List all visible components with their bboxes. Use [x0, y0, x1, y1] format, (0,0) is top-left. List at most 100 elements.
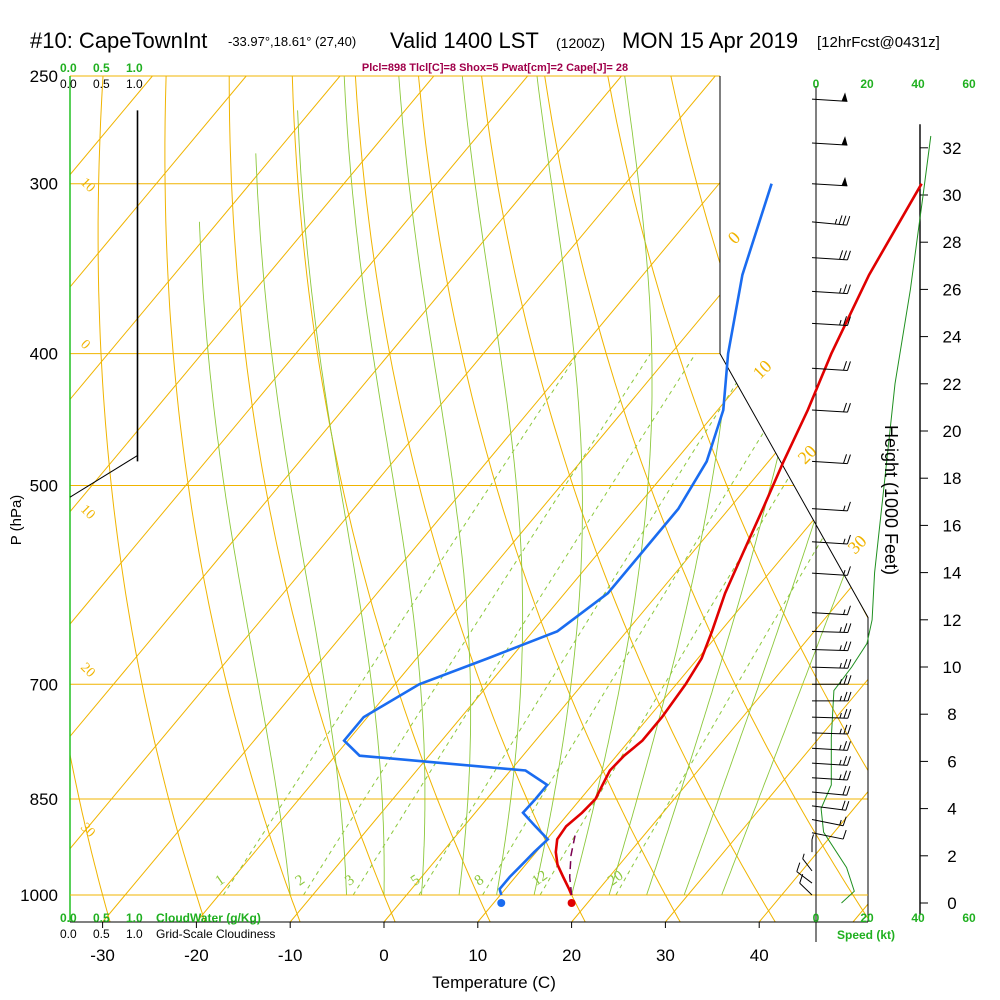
- height-tick-label: 18: [943, 469, 962, 488]
- isotherm-line: [70, 76, 341, 922]
- x-tick-label: 40: [750, 946, 769, 965]
- wind-barb: [811, 740, 851, 751]
- wind-barb: [811, 250, 851, 261]
- x-tick-label: 20: [562, 946, 581, 965]
- wind-barb: [802, 853, 813, 872]
- grid-value-label: 10: [77, 502, 98, 523]
- height-tick-label: 26: [943, 280, 962, 299]
- height-tick-label: 30: [943, 186, 962, 205]
- height-tick-label: 8: [947, 705, 956, 724]
- temperature-line: [554, 183, 923, 896]
- mixing-ratio-label: 5: [408, 872, 423, 889]
- dewpoint-line: [342, 183, 773, 896]
- mixing-ratio-line: [482, 353, 813, 896]
- wind-speed-tick-label: 0: [813, 911, 820, 925]
- y-axis-label: P (hPa): [8, 495, 25, 546]
- wind-speed-tick-label: 40: [911, 911, 925, 925]
- wind-speed-tick-label: 20: [860, 911, 874, 925]
- height-tick-label: 12: [943, 611, 962, 630]
- isotherm-line: [70, 76, 622, 922]
- dry-adiabat-line: [852, 76, 868, 922]
- pressure-tick-label: 850: [30, 790, 58, 809]
- wind-barb: [811, 623, 852, 633]
- cloudiness-label: Grid-Scale Cloudiness: [156, 927, 275, 941]
- pressure-tick-label: 300: [30, 175, 58, 194]
- x-axis-label: Temperature (C): [432, 973, 556, 992]
- isotherm-line: [758, 76, 868, 922]
- isotherm-line: [70, 76, 435, 922]
- wind-speed-tick-label: 60: [962, 77, 976, 91]
- wind-barb: [811, 724, 852, 735]
- wind-barb: [811, 605, 851, 616]
- moist-adiabat-line: [533, 76, 583, 896]
- moist-adiabat-line: [198, 221, 291, 896]
- mixing-ratio-label: 2: [293, 872, 308, 889]
- height-tick-label: 24: [943, 328, 962, 347]
- wind-barb: [811, 215, 851, 226]
- x-tick-label: 0: [379, 946, 388, 965]
- pressure-tick-label: 400: [30, 345, 58, 364]
- dry-adiabat-line: [416, 76, 682, 922]
- dry-adiabat-line: [164, 76, 302, 922]
- wind-barb: [812, 675, 852, 685]
- scale-tick-label: 1.0: [126, 911, 143, 925]
- wind-barb: [811, 816, 847, 827]
- plot-area: [70, 76, 868, 922]
- moist-adiabat-line: [721, 76, 868, 896]
- moist-adiabat-line: [683, 76, 868, 896]
- isotherm-line: [383, 76, 868, 922]
- right-boundary-line: [719, 76, 869, 922]
- chart-title: #10: CapeTownInt: [30, 28, 207, 53]
- dry-adiabat-line: [478, 76, 777, 922]
- isotherm-line: [70, 76, 247, 922]
- wind-barb: [811, 800, 850, 811]
- isotherm-line: [852, 76, 868, 922]
- scale-tick-label: 1.0: [126, 77, 143, 91]
- station-coords: -33.97°,18.61° (27,40): [228, 34, 356, 49]
- valid-date: MON 15 Apr 2019: [622, 28, 798, 53]
- pressure-tick-label: 250: [30, 67, 58, 86]
- chart-marks: [136, 92, 932, 907]
- wind-barb: [811, 785, 851, 796]
- moist-adiabat-line: [608, 76, 735, 896]
- height-tick-label: 16: [943, 516, 962, 535]
- mixing-ratio-label: 12: [529, 868, 550, 890]
- wind-barb: [796, 862, 813, 884]
- wind-barb: [811, 402, 851, 413]
- wind-barb: [811, 501, 851, 512]
- wind-barb: [811, 176, 848, 187]
- grid-value-label: 0: [77, 337, 93, 353]
- chart-subtitle: Plcl=898 Tlcl[C]=8 Shox=5 Pwat[cm]=2 Cap…: [362, 62, 628, 74]
- forecast-label: [12hrFcst@0431z]: [817, 34, 940, 51]
- height-axis-label: Height (1000 Feet): [881, 425, 901, 575]
- height-tick-label: 28: [943, 233, 962, 252]
- moist-adiabat-line: [342, 76, 426, 896]
- scale-tick-label: 0.0: [60, 77, 77, 91]
- wind-speed-tick-label: 0: [813, 77, 820, 91]
- grid-value-label: 10: [749, 356, 776, 383]
- wind-barb: [799, 874, 813, 896]
- wind-speed-tick-label: 60: [962, 911, 976, 925]
- dry-adiabat-line: [353, 76, 587, 922]
- wind-barb: [811, 284, 851, 295]
- moist-adiabat-line: [459, 76, 524, 896]
- moist-adiabat-line: [396, 76, 472, 896]
- wind-barb: [811, 641, 852, 652]
- wind-speed-label: Speed (kt): [837, 928, 895, 942]
- height-tick-label: 2: [947, 847, 956, 866]
- x-tick-label: 10: [468, 946, 487, 965]
- height-tick-label: 4: [947, 800, 956, 819]
- height-tick-label: 10: [943, 658, 962, 677]
- scale-tick-label: 0.5: [93, 77, 110, 91]
- height-tick-label: 6: [947, 752, 956, 771]
- surface-temperature-point: [567, 899, 576, 907]
- scale-tick-label: 0.5: [93, 927, 110, 941]
- cloudwater-label: CloudWater (g/Kg): [156, 911, 261, 925]
- height-tick-label: 32: [943, 139, 962, 158]
- wind-barb: [811, 708, 852, 719]
- wind-barb: [811, 454, 851, 465]
- grid-value-label: 30: [844, 531, 871, 558]
- scale-tick-label: 1.0: [126, 927, 143, 941]
- grid-value-label: 20: [77, 660, 98, 681]
